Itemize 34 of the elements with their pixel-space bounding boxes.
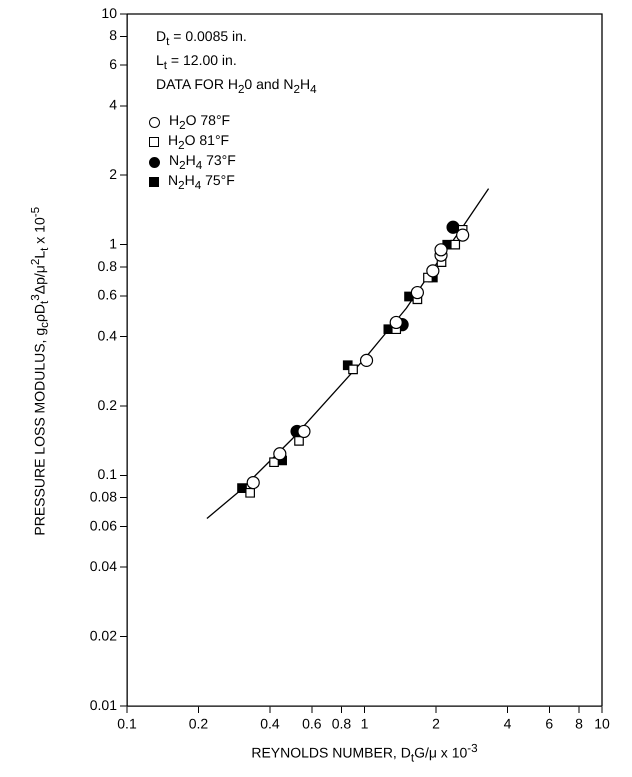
x-tick-label: 0.8: [332, 715, 352, 732]
legend-label: H$_{2}$O 81°F: [168, 132, 230, 152]
x-tick-label: 0.4: [260, 715, 280, 732]
x-axis-title: REYNOLDS NUMBER, D$_{t}$G/μ x 10$^{-3}$: [250, 742, 479, 764]
x-tick-label: 6: [545, 715, 554, 732]
y-tick-label: 4: [109, 96, 118, 113]
x-tick-label: 4: [504, 715, 512, 732]
y-tick-label: 1: [109, 236, 118, 252]
x-tick-label: 2: [432, 715, 440, 732]
y-tick-label: 0.04: [90, 558, 118, 574]
y-tick-label: 0.01: [90, 696, 118, 713]
x-tick-label: 8: [575, 715, 584, 732]
x-tick-label: 0.6: [302, 715, 322, 732]
annotation: DATA FOR H$_{2}$0 and N$_{2}$H$_{4}$: [156, 76, 317, 98]
y-tick-label: 0.4: [98, 327, 118, 344]
legend-label: N$_{2}$H$_{4}$ 75°F: [168, 172, 235, 192]
y-tick-label: 10: [101, 4, 118, 21]
y-tick-label: 0.02: [90, 627, 118, 644]
y-tick-label: 0.8: [98, 258, 118, 274]
y-tick-label: 0.06: [90, 517, 118, 534]
y-tick-label: 0.08: [90, 488, 118, 505]
legend-label: H$_{2}$O 78°F: [169, 112, 230, 132]
y-tick-label: 0.1: [98, 466, 118, 482]
annotation: D$_{t}$ = 0.0085 in.: [156, 28, 248, 50]
y-tick-label: 2: [109, 166, 118, 182]
legend-label: N$_{2}$H$_{4}$ 73°F: [169, 152, 236, 172]
annotation: L$_{t}$ = 12.00 in.: [156, 52, 238, 74]
y-tick-label: 8: [109, 27, 118, 44]
x-tick-label: 0.2: [188, 715, 208, 732]
y-tick-label: 0.2: [98, 396, 118, 413]
x-tick-label: 10: [594, 715, 610, 732]
y-tick-label: 0.6: [98, 286, 118, 303]
x-tick-label: 1: [360, 715, 369, 732]
y-tick-label: 6: [109, 56, 118, 72]
